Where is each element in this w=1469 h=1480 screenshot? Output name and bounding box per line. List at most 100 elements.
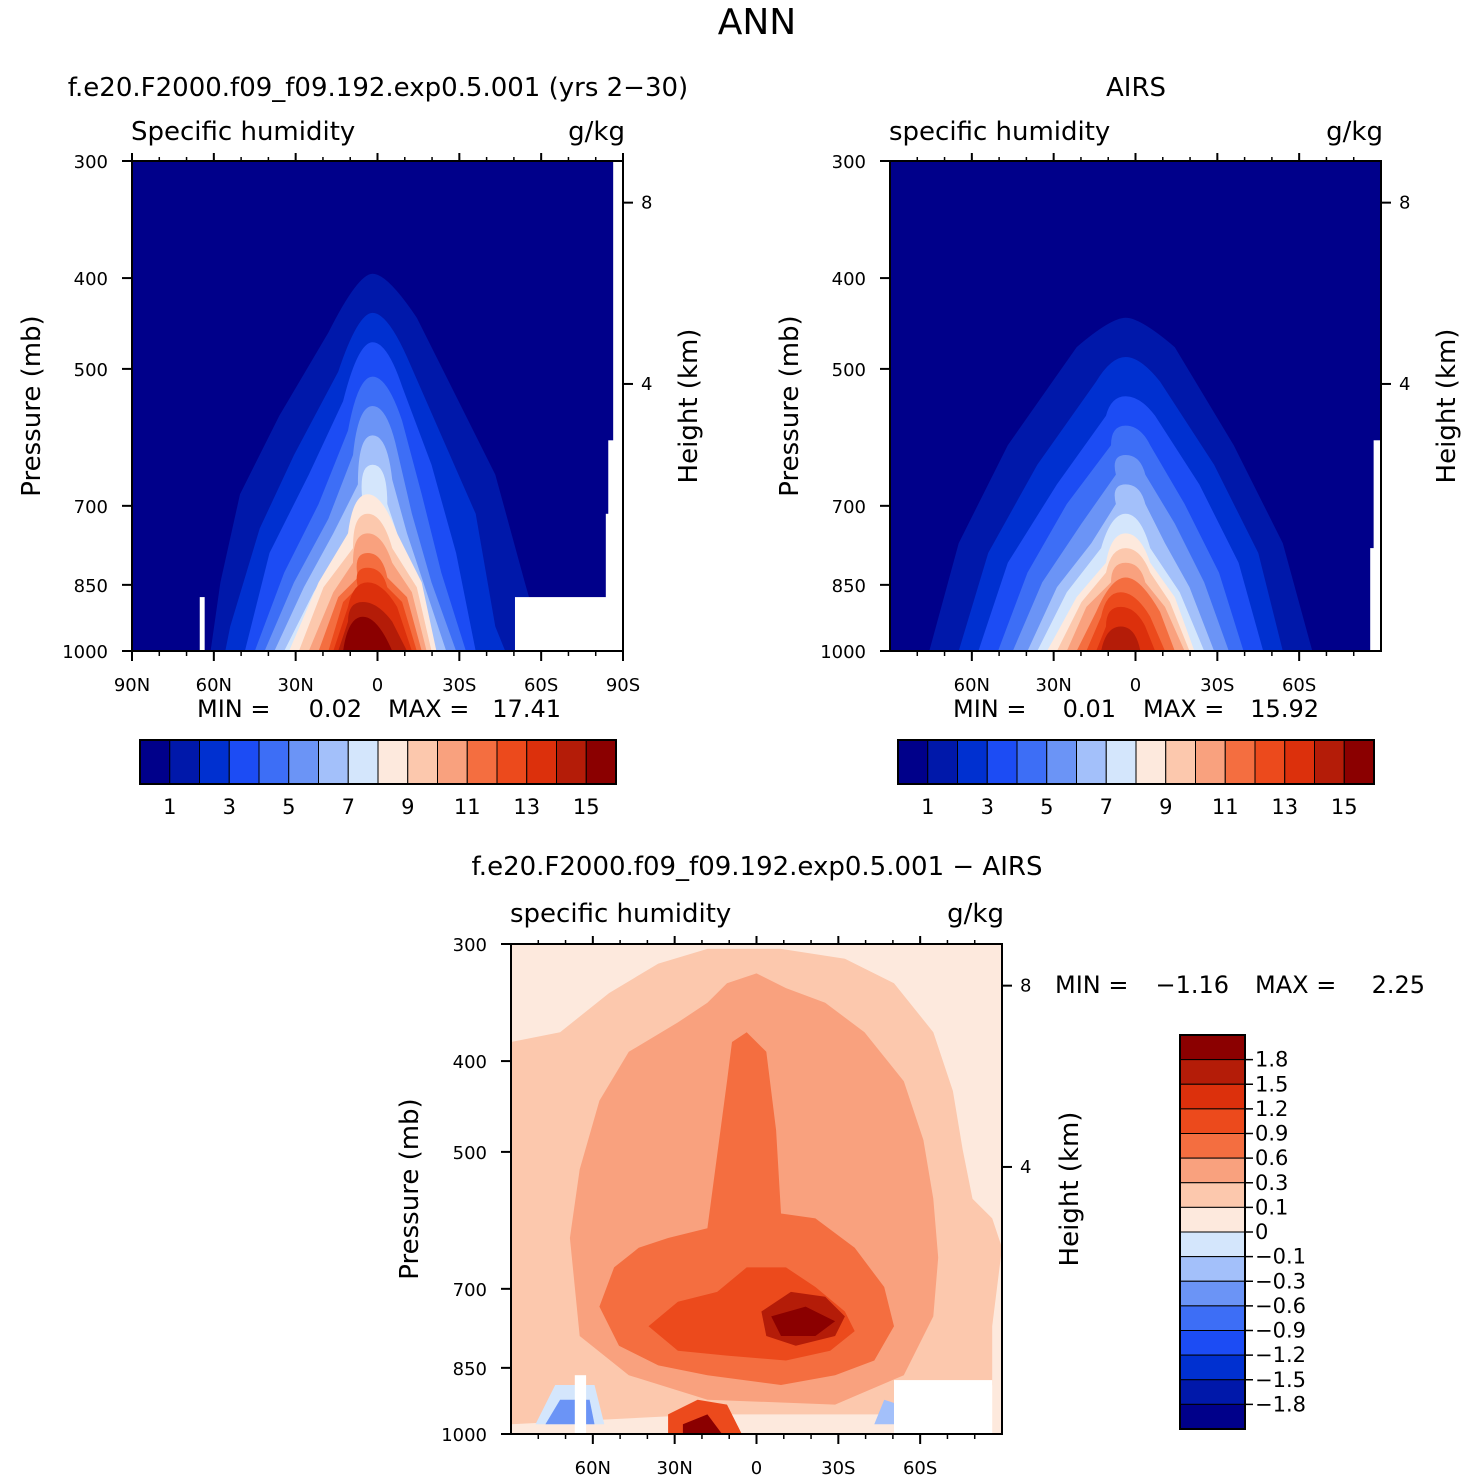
colorbar-swatch bbox=[1195, 739, 1226, 785]
colorbar-swatch bbox=[1179, 1305, 1246, 1331]
colorbar-swatch bbox=[1343, 739, 1375, 785]
y2-tick-label: 4 bbox=[641, 374, 652, 395]
y-tick-label: 400 bbox=[453, 1052, 487, 1073]
panel-airs-colorbar: 1 3 5 7 9 11 13 15 bbox=[897, 739, 1375, 819]
colorbar-swatch bbox=[258, 739, 290, 785]
colorbar-swatch bbox=[1314, 739, 1345, 785]
colorbar-swatch bbox=[347, 739, 379, 785]
colorbar-swatch bbox=[1179, 1182, 1246, 1208]
panel-diff-axes: 300 400 500 700 850 1000 60N 30N 0 30S 60S 8 4 bbox=[441, 935, 1031, 1479]
panel-diff-units: g/kg bbox=[947, 899, 1004, 929]
x-tick-label: 30S bbox=[821, 1458, 855, 1479]
colorbar-swatch bbox=[927, 739, 958, 785]
x-tick-label: 90N bbox=[114, 675, 150, 696]
colorbar-label: 13 bbox=[1271, 795, 1298, 819]
panel-model-min-value: 0.02 bbox=[309, 695, 362, 723]
panel-diff: f.e20.F2000.f09_f09.192.exp0.5.001 − AIR… bbox=[395, 852, 1425, 1479]
contour-band-above-1.8-surface bbox=[682, 1414, 723, 1434]
figure-title: ANN bbox=[718, 2, 797, 43]
panel-airs-ylabel: Pressure (mb) bbox=[775, 315, 805, 496]
colorbar-label: −1.2 bbox=[1255, 1343, 1306, 1367]
colorbar-swatch bbox=[199, 739, 230, 785]
colorbar-label: −0.1 bbox=[1255, 1245, 1306, 1269]
colorbar-label: 0.3 bbox=[1255, 1171, 1288, 1195]
missing-data-mask bbox=[199, 597, 205, 651]
missing-data-mask bbox=[574, 1375, 587, 1434]
colorbar-swatch bbox=[1046, 739, 1077, 785]
colorbar-swatch bbox=[1076, 739, 1107, 785]
panel-airs-units: g/kg bbox=[1326, 117, 1383, 147]
colorbar-swatch bbox=[1179, 1108, 1246, 1134]
y-tick-label: 850 bbox=[832, 576, 866, 597]
colorbar-swatch bbox=[1016, 739, 1048, 785]
colorbar-label: 11 bbox=[1212, 795, 1239, 819]
panel-airs-max-value: 15.92 bbox=[1250, 695, 1319, 723]
colorbar-swatch bbox=[1179, 1403, 1246, 1430]
y-tick-label: 1000 bbox=[441, 1425, 487, 1446]
x-tick-label: 90S bbox=[606, 675, 640, 696]
missing-data-mask bbox=[514, 597, 623, 651]
colorbar-label: 7 bbox=[342, 795, 355, 819]
panel-airs-plot bbox=[890, 161, 1381, 651]
panel-diff-plot bbox=[511, 944, 1002, 1434]
colorbar-swatch bbox=[1165, 739, 1196, 785]
panel-airs-title: AIRS bbox=[1106, 73, 1166, 103]
colorbar-swatch bbox=[986, 739, 1018, 785]
x-tick-label: 60N bbox=[575, 1458, 611, 1479]
colorbar-label: 5 bbox=[282, 795, 295, 819]
colorbar-swatch bbox=[496, 739, 528, 785]
y-tick-label: 300 bbox=[832, 152, 866, 173]
colorbar-swatch bbox=[1179, 1280, 1246, 1307]
colorbar-swatch bbox=[1105, 739, 1137, 785]
colorbar-label: 15 bbox=[1331, 795, 1358, 819]
panel-model-ylabel: Pressure (mb) bbox=[17, 315, 47, 496]
x-tick-label: 0 bbox=[751, 1458, 762, 1479]
x-tick-label: 30N bbox=[277, 675, 313, 696]
x-tick-label: 0 bbox=[372, 675, 383, 696]
colorbar-label: 13 bbox=[513, 795, 540, 819]
colorbar-swatch bbox=[1179, 1256, 1246, 1282]
colorbar-swatch bbox=[318, 739, 349, 785]
x-tick-label: 30N bbox=[1035, 675, 1071, 696]
y-tick-label: 500 bbox=[74, 360, 108, 381]
colorbar-label: 1.5 bbox=[1255, 1072, 1288, 1096]
x-tick-label: 60S bbox=[903, 1458, 937, 1479]
panel-model-plot bbox=[132, 161, 623, 651]
panel-model-y2label: Height (km) bbox=[674, 329, 704, 484]
contour-band-above-1.8 bbox=[771, 1306, 836, 1336]
panel-diff-min-label: MIN = bbox=[1055, 971, 1128, 999]
colorbar-swatch bbox=[585, 739, 617, 785]
panel-diff-title: f.e20.F2000.f09_f09.192.exp0.5.001 − AIR… bbox=[472, 852, 1043, 882]
panel-airs-min-label: MIN = bbox=[953, 695, 1026, 723]
colorbar-swatch bbox=[1254, 739, 1286, 785]
panel-diff-min-value: −1.16 bbox=[1155, 971, 1229, 999]
colorbar-label: −0.9 bbox=[1255, 1319, 1306, 1343]
colorbar-swatch bbox=[377, 739, 409, 785]
y-tick-label: 1000 bbox=[820, 642, 866, 663]
x-tick-label: 60N bbox=[196, 675, 232, 696]
y-tick-label: 850 bbox=[453, 1359, 487, 1380]
colorbar-swatch bbox=[437, 739, 468, 785]
panel-airs-axes: 300 400 500 700 850 1000 60N 30N 0 30S 60S 8 4 bbox=[820, 152, 1410, 696]
y2-tick-label: 4 bbox=[1399, 374, 1410, 395]
colorbar-label: 3 bbox=[981, 795, 994, 819]
panel-diff-ylabel: Pressure (mb) bbox=[395, 1098, 425, 1279]
y-tick-label: 400 bbox=[74, 269, 108, 290]
colorbar-swatch bbox=[228, 739, 260, 785]
colorbar-swatch bbox=[1179, 1083, 1246, 1110]
y2-tick-label: 8 bbox=[1020, 976, 1031, 997]
colorbar-swatch bbox=[407, 739, 438, 785]
y-tick-label: 1000 bbox=[62, 642, 108, 663]
colorbar-swatch bbox=[1179, 1379, 1246, 1405]
x-tick-label: 30S bbox=[1200, 675, 1234, 696]
panel-model-min-label: MIN = bbox=[197, 695, 270, 723]
panel-model-axes: 300 400 500 700 850 1000 90N 60N 30N 0 30S 60S 90S 8 4 bbox=[62, 152, 652, 696]
panel-model-colorbar: 1 3 5 7 9 11 13 15 bbox=[139, 739, 617, 819]
y-tick-label: 850 bbox=[74, 576, 108, 597]
missing-data-mask bbox=[1370, 548, 1381, 651]
colorbar-label: 0.9 bbox=[1255, 1122, 1288, 1146]
colorbar-label: 15 bbox=[573, 795, 600, 819]
colorbar-label: 5 bbox=[1040, 795, 1053, 819]
panel-model-max-value: 17.41 bbox=[492, 695, 561, 723]
missing-data-mask bbox=[894, 1380, 993, 1434]
